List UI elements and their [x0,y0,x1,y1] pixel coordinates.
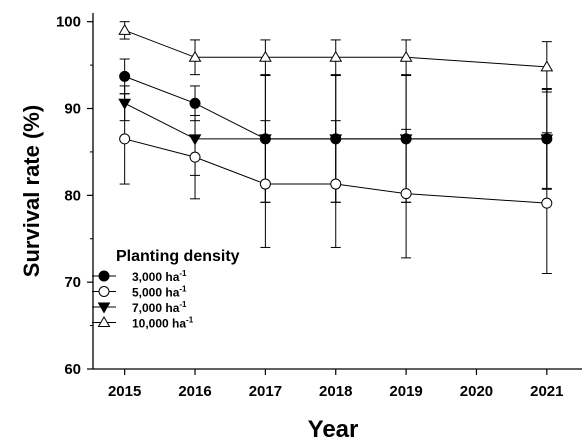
x-tick-label-2020: 2020 [460,383,493,400]
x-tick-label-2017: 2017 [249,383,282,400]
legend: Planting density 3,000 ha-15,000 ha-17,0… [92,248,240,331]
legend-label-superscript: -1 [186,316,194,325]
legend-marker-0 [98,270,110,282]
data-point [329,50,343,62]
series-line-3 [124,29,547,68]
legend-label-1: 5,000 ha-1 [132,285,187,300]
data-point [400,188,412,200]
legend-label-text: 10,000 ha [132,317,186,331]
legend-label-text: 7,000 ha [132,301,180,315]
data-point [189,97,201,109]
y-axis-title: Survival rate (%) [19,105,44,277]
x-tick-label-2018: 2018 [319,383,352,400]
y-tick-label-80: 80 [64,187,81,204]
y-tick-label-70: 70 [64,274,81,291]
data-point [118,98,132,110]
data-point [119,70,131,82]
data-point [399,50,413,62]
legend-label-0: 3,000 ha-1 [132,269,187,284]
legend-label-superscript: -1 [179,269,187,278]
legend-label-superscript: -1 [179,300,187,309]
legend-marker-1 [98,286,110,297]
x-tick-label-2015: 2015 [108,383,141,400]
legend-label-text: 3,000 ha [132,270,180,284]
data-point [188,50,202,62]
data-point [259,50,272,62]
series-line-1 [124,138,547,204]
y-tick-label-60: 60 [64,361,81,378]
data-point [329,134,343,146]
data-point [118,23,132,35]
legend-label-3: 10,000 ha-1 [132,316,194,331]
data-point [259,134,272,146]
x-tick-label-2019: 2019 [389,383,422,400]
axis-layer: 60 70 80 90 100 2015 2016 2017 2018 2019 2020 2021 [56,13,582,400]
data-point [540,60,554,72]
x-tick-label-2021: 2021 [530,383,563,400]
series-line-2 [124,102,547,140]
legend-title: Planting density [116,248,240,265]
legend-label-text: 5,000 ha [132,286,180,300]
data-point [119,133,131,145]
marker-layer [118,23,554,209]
series-line-layer [124,29,547,204]
data-point [259,178,271,190]
data-point [399,134,413,146]
y-tick-label-100: 100 [56,14,81,31]
legend-label-2: 7,000 ha-1 [132,300,187,315]
data-point [188,134,202,146]
data-point [541,197,553,209]
legend-label-superscript: -1 [179,285,187,294]
legend-marker-2 [97,302,111,314]
y-tick-label-90: 90 [64,101,81,118]
data-point [189,151,201,163]
x-axis-title: Year [308,416,359,441]
data-point [540,134,554,146]
data-point [330,178,342,190]
legend-marker-3 [97,316,111,327]
x-tick-label-2016: 2016 [178,383,211,400]
